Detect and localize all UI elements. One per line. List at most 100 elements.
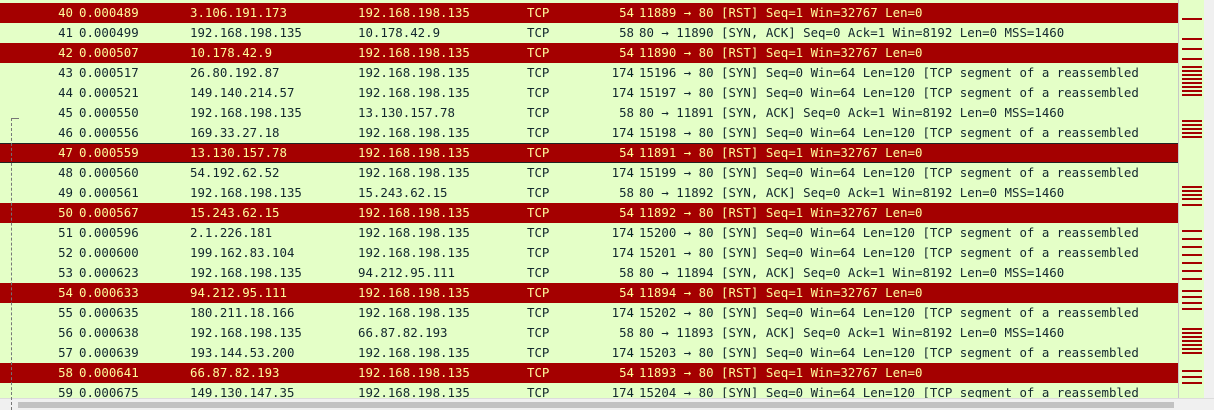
minimap-rst-mark: [1182, 128, 1202, 130]
packet-info: 11892 → 80 [RST] Seq=1 Win=32767 Len=0: [639, 205, 923, 220]
packet-source: 54.192.62.52: [190, 165, 280, 180]
minimap-rst-mark: [1182, 120, 1202, 122]
minimap-rst-mark: [1182, 348, 1202, 350]
minimap-rst-mark: [1182, 382, 1202, 384]
packet-protocol: TCP: [527, 345, 550, 360]
packet-row[interactable]: 57 0.000639 193.144.53.200 192.168.198.135 T…: [0, 343, 1178, 363]
minimap-rst-mark: [1182, 198, 1202, 200]
packet-row[interactable]: 41 0.000499 192.168.198.135 10.178.42.9 TCP 5…: [0, 23, 1178, 43]
packet-info: 11890 → 80 [RST] Seq=1 Win=32767 Len=0: [639, 45, 923, 60]
packet-length: 174: [611, 225, 634, 240]
packet-length: 174: [611, 305, 634, 320]
packet-protocol: TCP: [527, 125, 550, 140]
packet-source: 149.140.214.57: [190, 85, 295, 100]
packet-info: 80 → 11890 [SYN, ACK] Seq=0 Ack=1 Win=81…: [639, 25, 1065, 40]
packet-length: 54: [619, 205, 634, 220]
packet-number: 59: [58, 385, 73, 398]
packet-row[interactable]: 52 0.000600 199.162.83.104 192.168.198.135 T…: [0, 243, 1178, 263]
packet-row[interactable]: 43 0.000517 26.80.192.87 192.168.198.135 TCP…: [0, 63, 1178, 83]
packet-source: 10.178.42.9: [190, 45, 273, 60]
packet-protocol: TCP: [527, 245, 550, 260]
vertical-scrollbar-thumb[interactable]: [1206, 0, 1212, 398]
packet-row[interactable]: 50 0.000567 15.243.62.15 192.168.198.135 TCP…: [0, 203, 1178, 223]
packet-destination: 13.130.157.78: [358, 105, 455, 120]
packet-destination: 192.168.198.135: [358, 5, 470, 20]
packet-length: 174: [611, 65, 634, 80]
packet-row[interactable]: 49 0.000561 192.168.198.135 15.243.62.15 TCP…: [0, 183, 1178, 203]
packet-time: 0.000635: [79, 305, 139, 320]
minimap-rst-mark: [1182, 124, 1202, 126]
packet-number: 46: [58, 125, 73, 140]
packet-number: 48: [58, 165, 73, 180]
minimap-rst-mark: [1182, 48, 1202, 50]
packet-source: 2.1.226.181: [190, 225, 273, 240]
packet-row[interactable]: 45 0.000550 192.168.198.135 13.130.157.78 TC…: [0, 103, 1178, 123]
packet-time: 0.000675: [79, 385, 139, 398]
packet-row[interactable]: 59 0.000675 149.130.147.35 192.168.198.135 T…: [0, 383, 1178, 398]
packet-row[interactable]: 40 0.000489 3.106.191.173 192.168.198.135 TC…: [0, 3, 1178, 23]
packet-row[interactable]: 47 0.000559 13.130.157.78 192.168.198.135 TC…: [0, 143, 1178, 163]
packet-info: 15204 → 80 [SYN] Seq=0 Win=64 Len=120 [T…: [639, 385, 1139, 398]
packet-info: 80 → 11892 [SYN, ACK] Seq=0 Ack=1 Win=81…: [639, 185, 1065, 200]
packet-row[interactable]: 55 0.000635 180.211.18.166 192.168.198.135 T…: [0, 303, 1178, 323]
packet-list-minimap[interactable]: [1178, 0, 1204, 398]
packet-number: 41: [58, 25, 73, 40]
minimap-rst-mark: [1182, 254, 1202, 256]
packet-time: 0.000550: [79, 105, 139, 120]
packet-row[interactable]: 48 0.000560 54.192.62.52 192.168.198.135 TCP…: [0, 163, 1178, 183]
packet-time: 0.000596: [79, 225, 139, 240]
packet-protocol: TCP: [527, 25, 550, 40]
packet-time: 0.000517: [79, 65, 139, 80]
packet-info: 15200 → 80 [SYN] Seq=0 Win=64 Len=120 [T…: [639, 225, 1139, 240]
packet-time: 0.000638: [79, 325, 139, 340]
packet-row[interactable]: 44 0.000521 149.140.214.57 192.168.198.135 T…: [0, 83, 1178, 103]
packet-row[interactable]: 51 0.000596 2.1.226.181 192.168.198.135 TCP 1…: [0, 223, 1178, 243]
minimap-rst-mark: [1182, 74, 1202, 76]
packet-time: 0.000639: [79, 345, 139, 360]
vertical-scrollbar[interactable]: [1204, 0, 1214, 398]
packet-info: 15196 → 80 [SYN] Seq=0 Win=64 Len=120 [T…: [639, 65, 1139, 80]
packet-row[interactable]: 46 0.000556 169.33.27.18 192.168.198.135 TCP…: [0, 123, 1178, 143]
packet-info: 11891 → 80 [RST] Seq=1 Win=32767 Len=0: [639, 145, 923, 160]
horizontal-scrollbar-thumb[interactable]: [18, 402, 1174, 408]
packet-time: 0.000489: [79, 5, 139, 20]
minimap-rst-mark: [1182, 66, 1202, 68]
packet-row[interactable]: 56 0.000638 192.168.198.135 66.87.82.193 TCP…: [0, 323, 1178, 343]
packet-time: 0.000633: [79, 285, 139, 300]
horizontal-scrollbar[interactable]: [0, 398, 1214, 410]
packet-destination: 192.168.198.135: [358, 165, 470, 180]
packet-number: 42: [58, 45, 73, 60]
packet-source: 192.168.198.135: [190, 325, 302, 340]
packet-protocol: TCP: [527, 65, 550, 80]
minimap-rst-mark: [1182, 340, 1202, 342]
packet-time: 0.000561: [79, 185, 139, 200]
packet-number: 57: [58, 345, 73, 360]
packet-list[interactable]: 40 0.000489 3.106.191.173 192.168.198.135 TC…: [0, 0, 1178, 398]
minimap-rst-mark: [1182, 290, 1202, 292]
packet-row[interactable]: 58 0.000641 66.87.82.193 192.168.198.135 TCP…: [0, 363, 1178, 383]
packet-row[interactable]: 42 0.000507 10.178.42.9 192.168.198.135 TCP 5…: [0, 43, 1178, 63]
packet-info: 15198 → 80 [SYN] Seq=0 Win=64 Len=120 [T…: [639, 125, 1139, 140]
minimap-rst-mark: [1182, 58, 1202, 60]
packet-number: 45: [58, 105, 73, 120]
packet-source: 199.162.83.104: [190, 245, 295, 260]
packet-time: 0.000641: [79, 365, 139, 380]
packet-number: 53: [58, 265, 73, 280]
packet-number: 54: [58, 285, 73, 300]
packet-time: 0.000567: [79, 205, 139, 220]
packet-protocol: TCP: [527, 305, 550, 320]
minimap-rst-mark: [1182, 328, 1202, 330]
packet-length: 174: [611, 125, 634, 140]
packet-destination: 192.168.198.135: [358, 345, 470, 360]
packet-protocol: TCP: [527, 385, 550, 398]
packet-row[interactable]: 54 0.000633 94.212.95.111 192.168.198.135 TC…: [0, 283, 1178, 303]
packet-source: 192.168.198.135: [190, 25, 302, 40]
packet-length: 174: [611, 385, 634, 398]
packet-length: 174: [611, 165, 634, 180]
minimap-rst-mark: [1182, 332, 1202, 334]
packet-row[interactable]: 53 0.000623 192.168.198.135 94.212.95.111 TC…: [0, 263, 1178, 283]
minimap-rst-mark: [1182, 18, 1202, 20]
packet-destination: 192.168.198.135: [358, 305, 470, 320]
packet-protocol: TCP: [527, 205, 550, 220]
packet-length: 58: [619, 105, 634, 120]
